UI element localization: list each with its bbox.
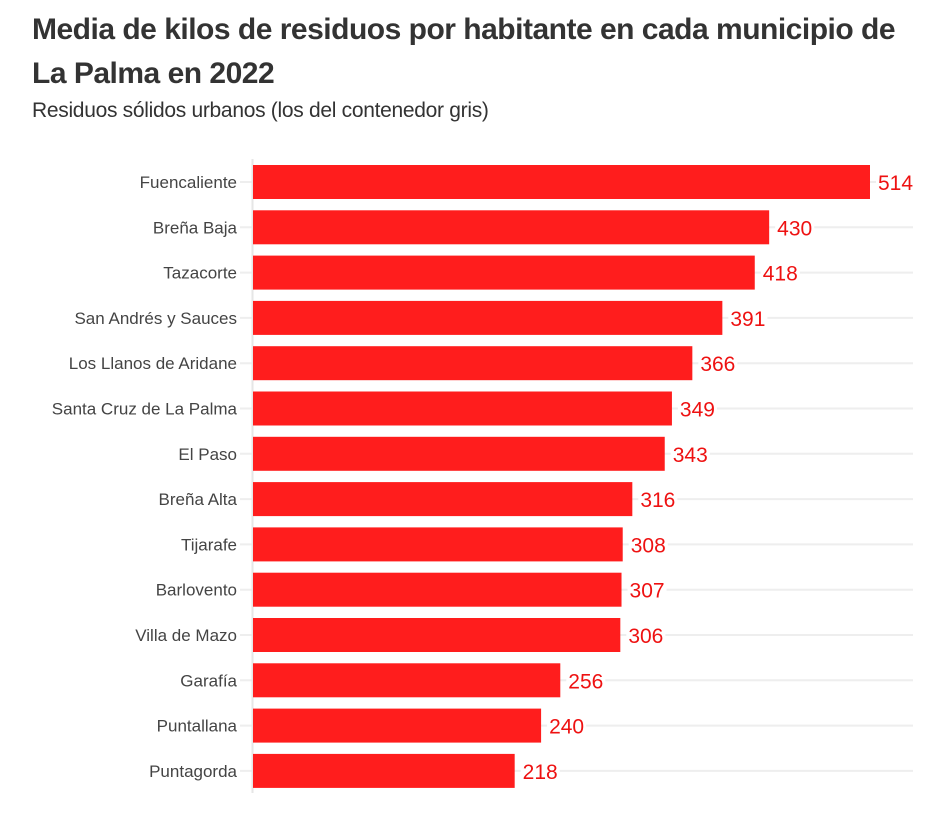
category-label: San Andrés y Sauces xyxy=(74,309,237,328)
bar xyxy=(253,255,755,290)
value-label: 391 xyxy=(730,308,765,331)
bar xyxy=(253,300,723,335)
chart-subtitle: Residuos sólidos urbanos (los del conten… xyxy=(32,99,489,122)
value-label: 240 xyxy=(549,716,584,739)
value-label-backing xyxy=(520,767,560,774)
value-label-backing xyxy=(728,314,768,321)
chart-title: Media de kilos de residuos por habitante… xyxy=(32,13,896,90)
value-label: 349 xyxy=(680,399,715,422)
bar xyxy=(253,753,515,788)
value-label: 418 xyxy=(763,263,798,286)
value-labels: 514 430 418 391 366 349 343 316 308 307 306 256 240 2… xyxy=(520,172,916,784)
bar xyxy=(253,618,621,652)
value-label: 514 xyxy=(878,172,913,195)
value-label: 256 xyxy=(568,670,603,693)
category-labels: Fuencaliente Breña Baja Tazacorte San André… xyxy=(52,173,238,781)
category-label: Barlovento xyxy=(156,581,237,600)
category-label: Villa de Mazo xyxy=(135,626,237,645)
value-label-backing xyxy=(627,586,667,593)
category-label: Breña Baja xyxy=(153,218,238,237)
bar xyxy=(253,165,870,199)
value-label-backing xyxy=(698,360,738,367)
bar xyxy=(253,663,561,698)
category-label: Santa Cruz de La Palma xyxy=(52,400,238,419)
bars xyxy=(253,165,870,788)
bar xyxy=(253,482,633,517)
value-label-backing xyxy=(566,677,606,684)
value-label-backing xyxy=(775,224,815,231)
value-label: 306 xyxy=(628,625,663,648)
value-label-backing xyxy=(547,722,587,729)
value-label: 218 xyxy=(523,761,558,784)
category-label: Breña Alta xyxy=(159,490,238,509)
bar xyxy=(253,346,693,381)
value-label: 430 xyxy=(777,217,812,240)
bar xyxy=(253,527,623,562)
category-label: Garafía xyxy=(180,671,237,690)
category-label: Puntagorda xyxy=(149,762,237,781)
category-label: Tijarafe xyxy=(181,535,237,554)
bar xyxy=(253,210,770,245)
value-label: 343 xyxy=(673,444,708,467)
category-label: El Paso xyxy=(178,445,237,464)
value-label: 307 xyxy=(630,580,665,603)
bar xyxy=(253,391,672,426)
category-label: Los Llanos de Aridane xyxy=(69,354,237,373)
value-label-backing xyxy=(876,179,916,185)
category-label: Fuencaliente xyxy=(140,173,237,192)
category-label: Puntallana xyxy=(157,717,238,736)
bar xyxy=(253,436,665,471)
value-label-backing xyxy=(670,450,710,457)
value-label-backing xyxy=(760,269,800,276)
value-label-backing xyxy=(677,405,717,412)
value-label-backing xyxy=(628,541,668,548)
bar xyxy=(253,572,622,607)
bar xyxy=(253,708,542,743)
value-label-backing xyxy=(626,632,666,638)
category-label: Tazacorte xyxy=(163,264,237,283)
value-label: 316 xyxy=(640,489,675,512)
value-label-backing xyxy=(638,496,678,503)
value-label: 308 xyxy=(631,534,666,557)
value-label: 366 xyxy=(700,353,735,376)
